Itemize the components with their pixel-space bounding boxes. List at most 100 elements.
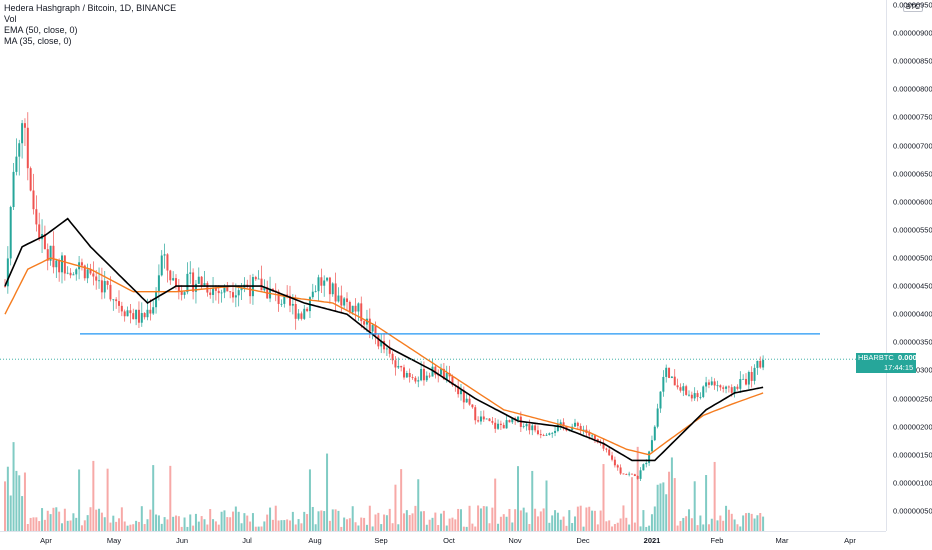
volume-bar	[206, 524, 209, 531]
candle-body	[380, 340, 383, 347]
volume-bar	[271, 519, 274, 531]
volume-bar	[608, 520, 611, 531]
candle-body	[408, 373, 411, 378]
volume-bar	[160, 523, 163, 531]
candle-body	[143, 313, 146, 318]
volume-bar	[177, 516, 180, 531]
candle-body	[759, 360, 762, 368]
volume-bar	[169, 465, 172, 531]
volume-bar	[157, 515, 160, 531]
volume-bar	[588, 506, 591, 531]
candle-body	[354, 305, 357, 312]
volume-bar	[519, 510, 522, 531]
candle-body	[422, 368, 425, 381]
candle-body	[611, 455, 614, 460]
candle-body	[223, 285, 226, 293]
ma-indicator-label[interactable]: MA (35, close, 0)	[4, 36, 72, 46]
candle-body	[66, 272, 69, 274]
volume-bar	[736, 524, 739, 531]
volume-bar	[442, 510, 445, 531]
volume-bar	[286, 519, 289, 531]
volume-bar	[525, 512, 528, 531]
candle-body	[460, 390, 462, 395]
candle-body	[86, 269, 89, 279]
volume-bar	[317, 511, 320, 531]
candle-body	[622, 473, 625, 475]
volume-bar	[742, 515, 745, 531]
candle-body	[713, 381, 716, 386]
volume-bar	[759, 513, 762, 531]
volume-bar	[747, 512, 750, 531]
volume-bar	[175, 515, 177, 531]
candle-body	[363, 321, 366, 325]
candle-body	[482, 416, 485, 420]
candle-body	[271, 288, 274, 291]
volume-bar	[645, 526, 648, 531]
volume-bar	[66, 520, 69, 531]
volume-bar	[234, 506, 237, 531]
volume-bar	[49, 514, 52, 531]
candle-body	[417, 380, 420, 382]
candle-body	[670, 376, 673, 378]
candle-body	[106, 281, 109, 285]
vol-indicator-label[interactable]: Vol	[4, 14, 17, 24]
candle-body	[368, 318, 371, 332]
candle-body	[83, 265, 86, 279]
volume-bar	[462, 526, 465, 531]
volume-bar	[440, 513, 443, 531]
volume-bar	[52, 507, 55, 531]
candle-body	[203, 283, 206, 286]
price-tick-label: 0.00000700	[893, 141, 932, 151]
candle-body	[157, 275, 160, 292]
candle-body	[442, 368, 445, 380]
price-chart[interactable]	[0, 0, 886, 531]
candle-body	[254, 277, 257, 280]
candle-body	[403, 367, 405, 378]
volume-bar	[194, 513, 197, 531]
ma-line	[4, 217, 764, 462]
candle-body	[397, 365, 400, 368]
ema-indicator-label[interactable]: EMA (50, close, 0)	[4, 25, 78, 35]
candle-body	[688, 394, 690, 396]
volume-bar	[385, 515, 388, 531]
candle-body	[189, 272, 192, 274]
volume-bar	[574, 516, 576, 531]
volume-bar	[371, 526, 374, 531]
currency-button[interactable]: BTC	[903, 3, 923, 12]
symbol-title[interactable]: Hedera Hashgraph / Bitcoin, 1D, BINANCE	[4, 3, 177, 13]
candle-body	[383, 340, 386, 350]
volume-bar	[648, 525, 651, 531]
candle-body	[328, 277, 331, 295]
chart-area[interactable]: Hedera Hashgraph / Bitcoin, 1D, BINANCE …	[0, 0, 886, 531]
candle-body	[593, 435, 596, 440]
volume-bar	[482, 506, 485, 531]
candle-body	[733, 386, 736, 393]
volume-bar	[43, 519, 46, 531]
candle-body	[434, 366, 437, 375]
candle-body	[4, 286, 6, 287]
volume-bar	[662, 482, 665, 531]
volume-bar	[18, 475, 21, 531]
volume-bar	[331, 509, 334, 531]
volume-bar	[308, 469, 311, 531]
volume-bar	[434, 512, 437, 531]
candle-body	[75, 269, 78, 275]
volume-bar	[665, 494, 668, 531]
candle-body	[750, 372, 753, 381]
candle-body	[642, 464, 645, 471]
volume-bar	[650, 514, 653, 531]
volume-bar	[639, 526, 642, 531]
time-scale[interactable]: Apr May Jun Jul Aug Sep Oct Nov Dec 2021 Feb Mar Apr	[0, 531, 886, 550]
volume-bar	[135, 520, 138, 531]
candle-body	[479, 416, 482, 422]
price-scale[interactable]: BTC 0.00000950 0.00000900 0.00000850 0.0000…	[886, 0, 932, 531]
time-tick-label: Oct	[443, 536, 455, 545]
candle-body	[155, 291, 158, 308]
price-tick-label: 0.00000050	[893, 506, 932, 516]
candle-body	[471, 404, 474, 408]
candle-body	[405, 373, 408, 378]
candle-body	[160, 255, 163, 276]
price-tick-label: 0.00000250	[893, 394, 932, 404]
volume-bar	[266, 514, 269, 531]
candle-body	[249, 287, 252, 297]
